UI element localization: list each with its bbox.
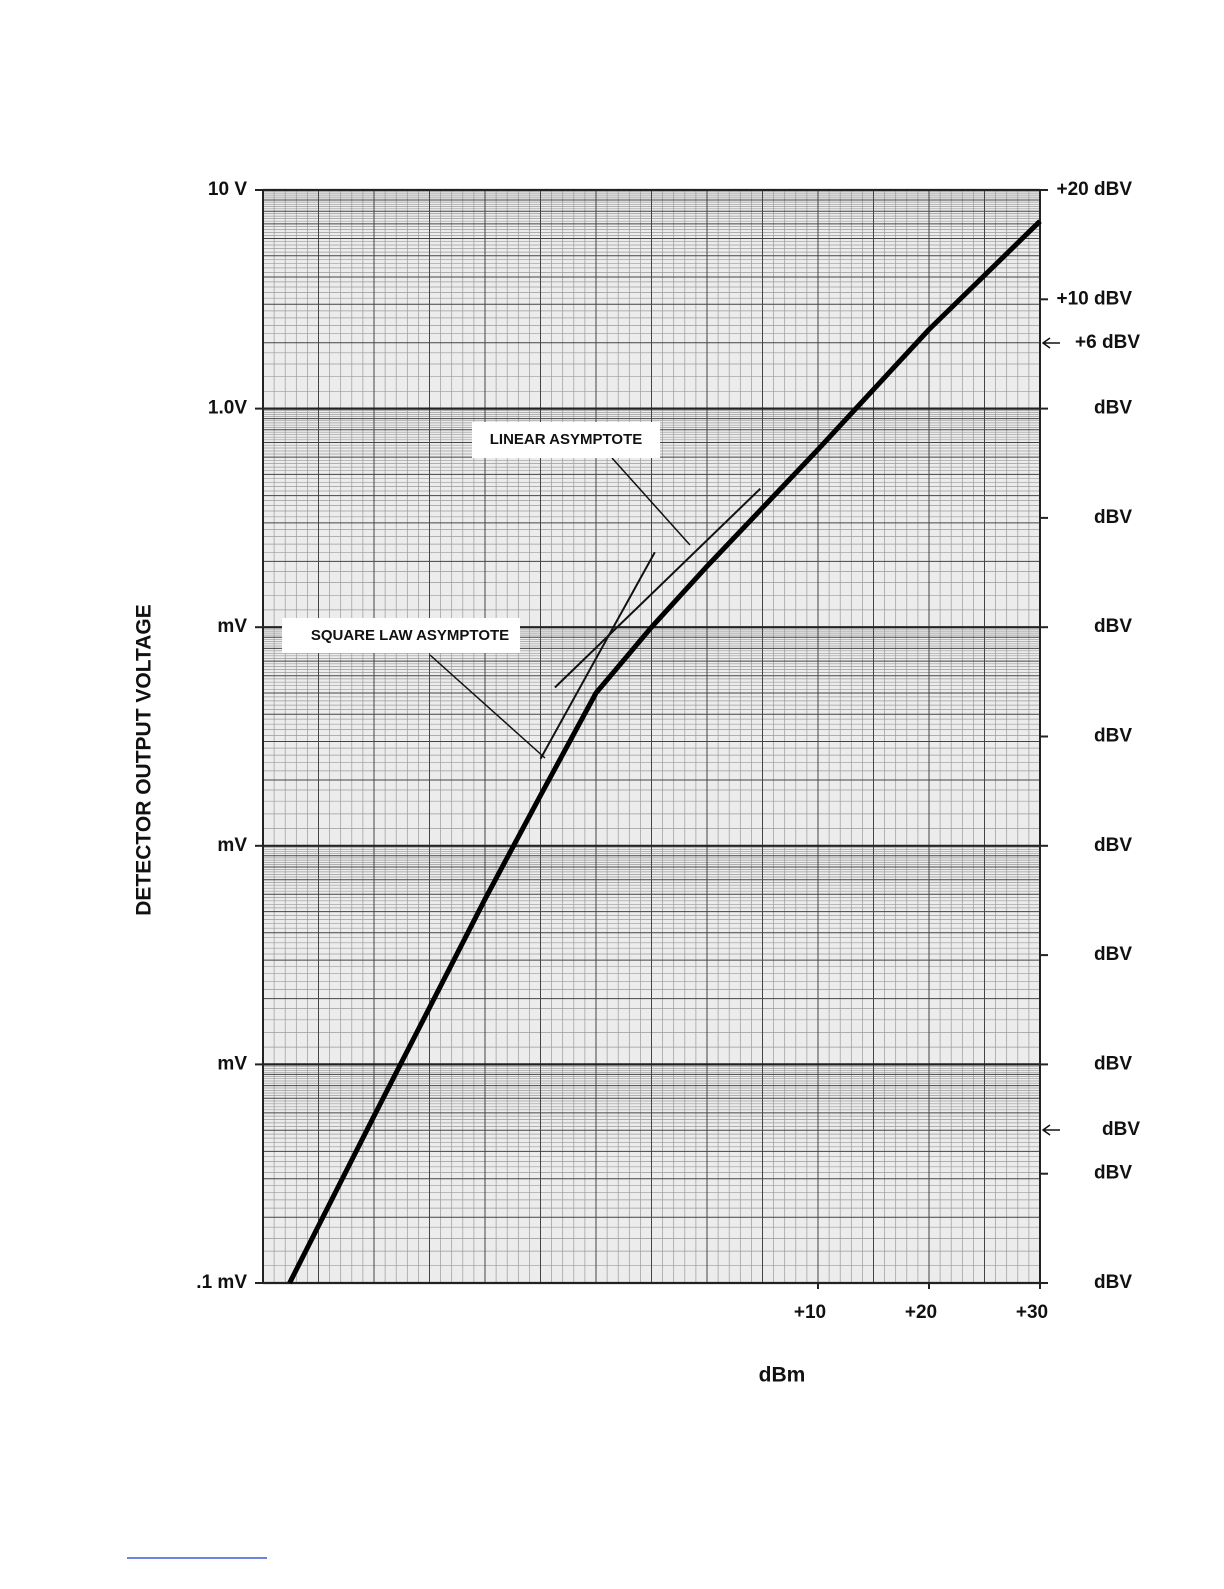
y-tick-label: mV bbox=[217, 616, 247, 637]
annotation: SQUARE LAW ASYMPTOTE bbox=[311, 627, 509, 644]
y-tick-label: 1.0V bbox=[208, 398, 247, 419]
linear-annotation: LINEAR ASYMPTOTE bbox=[472, 422, 691, 546]
x-tick-label: +10 bbox=[794, 1302, 826, 1323]
y-tick-label: mV bbox=[217, 1053, 247, 1074]
y2-tick-label: +6 dBV bbox=[1075, 332, 1140, 353]
x-tick-label: +30 bbox=[1016, 1302, 1048, 1323]
y2-tick-arrow bbox=[1041, 337, 1060, 349]
y2-tick-label: dBV bbox=[1094, 944, 1132, 965]
x-axis-title: dBm bbox=[759, 1364, 806, 1387]
annotation-box bbox=[472, 422, 660, 458]
y2-tick-label: dBV bbox=[1094, 1163, 1132, 1184]
asymptote-line bbox=[539, 551, 656, 760]
y2-tick-label: +10 dBV bbox=[1056, 288, 1132, 309]
x-tick-label: +20 bbox=[905, 1302, 937, 1323]
detector-curve bbox=[287, 219, 1042, 1285]
y-axis-title: DETECTOR OUTPUT VOLTAGE bbox=[133, 604, 156, 916]
square-law-annotation: SQUARE LAW ASYMPTOTE bbox=[282, 618, 546, 759]
y2-tick-label: dBV bbox=[1094, 835, 1132, 856]
y-tick-label: .1 mV bbox=[196, 1272, 247, 1293]
y2-tick-label: dBV bbox=[1102, 1119, 1140, 1140]
y2-tick-label: dBV bbox=[1094, 507, 1132, 528]
annotation-box bbox=[282, 618, 520, 653]
y2-tick-label: +20 dBV bbox=[1056, 179, 1132, 200]
y2-tick-label: dBV bbox=[1094, 398, 1132, 419]
y2-tick-label: dBV bbox=[1094, 1053, 1132, 1074]
leader-line bbox=[611, 457, 691, 546]
y-tick-label: mV bbox=[217, 835, 247, 856]
leader-line bbox=[429, 654, 546, 759]
y2-tick-label: dBV bbox=[1094, 1272, 1132, 1293]
y2-tick-label: dBV bbox=[1094, 616, 1132, 637]
y2-tick-arrow bbox=[1041, 1124, 1060, 1136]
annotation: LINEAR ASYMPTOTE bbox=[490, 431, 643, 448]
asymptote-line bbox=[554, 487, 761, 689]
y-tick-label: 10 V bbox=[208, 179, 247, 200]
y2-tick-label: dBV bbox=[1094, 726, 1132, 747]
